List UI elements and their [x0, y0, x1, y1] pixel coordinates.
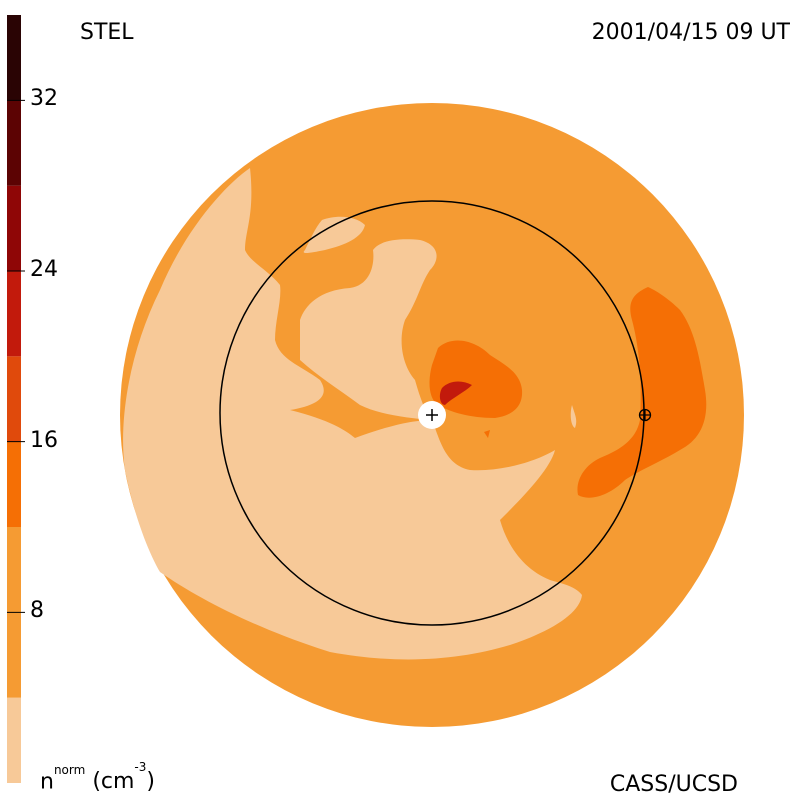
credit-label: CASS/UCSD: [609, 772, 738, 797]
colorbar-unit-base: n: [40, 769, 54, 795]
peak-density-region: [439, 381, 472, 405]
date-time-label: 2001/04/15 09 UT: [591, 20, 790, 45]
low-density-patch-top: [303, 216, 365, 254]
low-density-sliver: [570, 405, 577, 428]
low-density-region-left: [123, 168, 582, 660]
colorbar-unit-label: nnorm (cm-3): [40, 761, 155, 795]
colorbar-unit-sup: norm: [53, 763, 86, 777]
instrument-label: STEL: [80, 20, 134, 45]
colorbar-tick-label-24: 24: [30, 257, 58, 282]
colorbar-unit-close: ): [146, 769, 155, 795]
colorbar-tick-label-8: 8: [30, 598, 44, 624]
colorbar-unit-paren: (cm: [92, 769, 135, 795]
colorbar-level-6: [7, 100, 21, 186]
colorbar-tick-label-16: 16: [30, 427, 58, 453]
earth-marker: [638, 408, 652, 422]
high-density-region-east: [577, 287, 707, 498]
colorbar-level-5: [7, 185, 21, 271]
colorbar-level-0: [7, 697, 21, 783]
colorbar-tick-label-32: 32: [30, 86, 58, 112]
low-density-region-center: [300, 239, 437, 420]
colorbar-level-7: [7, 15, 21, 101]
earth-orbit: [219, 200, 645, 626]
colorbar-level-4: [7, 271, 21, 357]
colorbar-level-2: [7, 441, 21, 527]
sun-marker: [418, 401, 446, 429]
colorbar: [7, 15, 25, 783]
colorbar-level-3: [7, 356, 21, 442]
colorbar-unit-exp: -3: [134, 760, 147, 774]
high-density-speck: [484, 430, 490, 438]
